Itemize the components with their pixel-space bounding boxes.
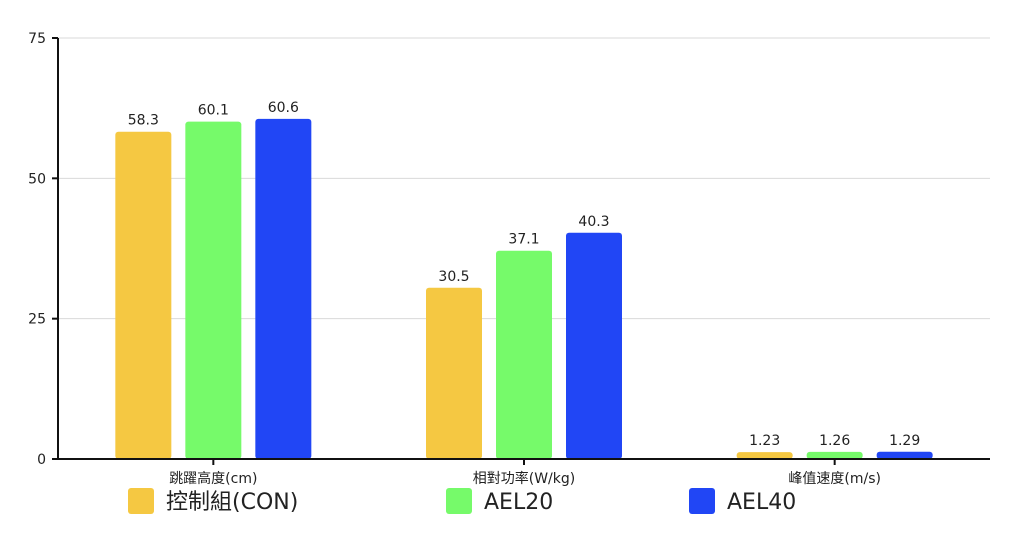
legend-label: AEL20 [484, 490, 553, 515]
y-tick-label: 0 [37, 452, 46, 468]
bar [185, 121, 242, 459]
legend: 控制組(CON) AEL20 AEL40 [128, 488, 796, 515]
legend-swatch [689, 488, 715, 514]
axes: 0 25 50 75 跳躍高度(cm) 相對功率(W/kg) 峰值速度(m/s) [28, 31, 990, 487]
category-label: 峰值速度(m/s) [788, 471, 881, 487]
data-label: 60.1 [198, 103, 229, 119]
bar [426, 287, 482, 459]
category-label: 相對功率(W/kg) [473, 470, 575, 487]
data-label: 30.5 [438, 269, 469, 285]
category-label: 跳躍高度(cm) [169, 470, 257, 487]
bar [736, 452, 793, 459]
y-tick-label: 25 [28, 312, 46, 328]
bar [876, 451, 933, 459]
data-label: 1.23 [749, 433, 780, 449]
y-tick-label: 75 [28, 31, 46, 47]
legend-swatch [128, 488, 154, 514]
bar [496, 250, 552, 459]
bar [806, 451, 863, 459]
bar [115, 131, 172, 459]
data-label: 37.1 [508, 232, 539, 248]
legend-label: 控制組(CON) [166, 490, 298, 515]
bar [255, 118, 312, 459]
data-label: 58.3 [128, 113, 159, 129]
bar [566, 232, 622, 459]
data-label: 1.29 [889, 433, 920, 449]
legend-label: AEL40 [727, 490, 796, 515]
y-tick-label: 50 [28, 171, 46, 187]
bars: 58.3 60.1 60.6 30.5 37.1 40.3 1.23 1.26 1.29 [115, 100, 933, 459]
data-label: 1.26 [819, 433, 850, 449]
data-label: 40.3 [578, 214, 609, 230]
data-label: 60.6 [268, 100, 299, 116]
legend-swatch [446, 488, 472, 514]
